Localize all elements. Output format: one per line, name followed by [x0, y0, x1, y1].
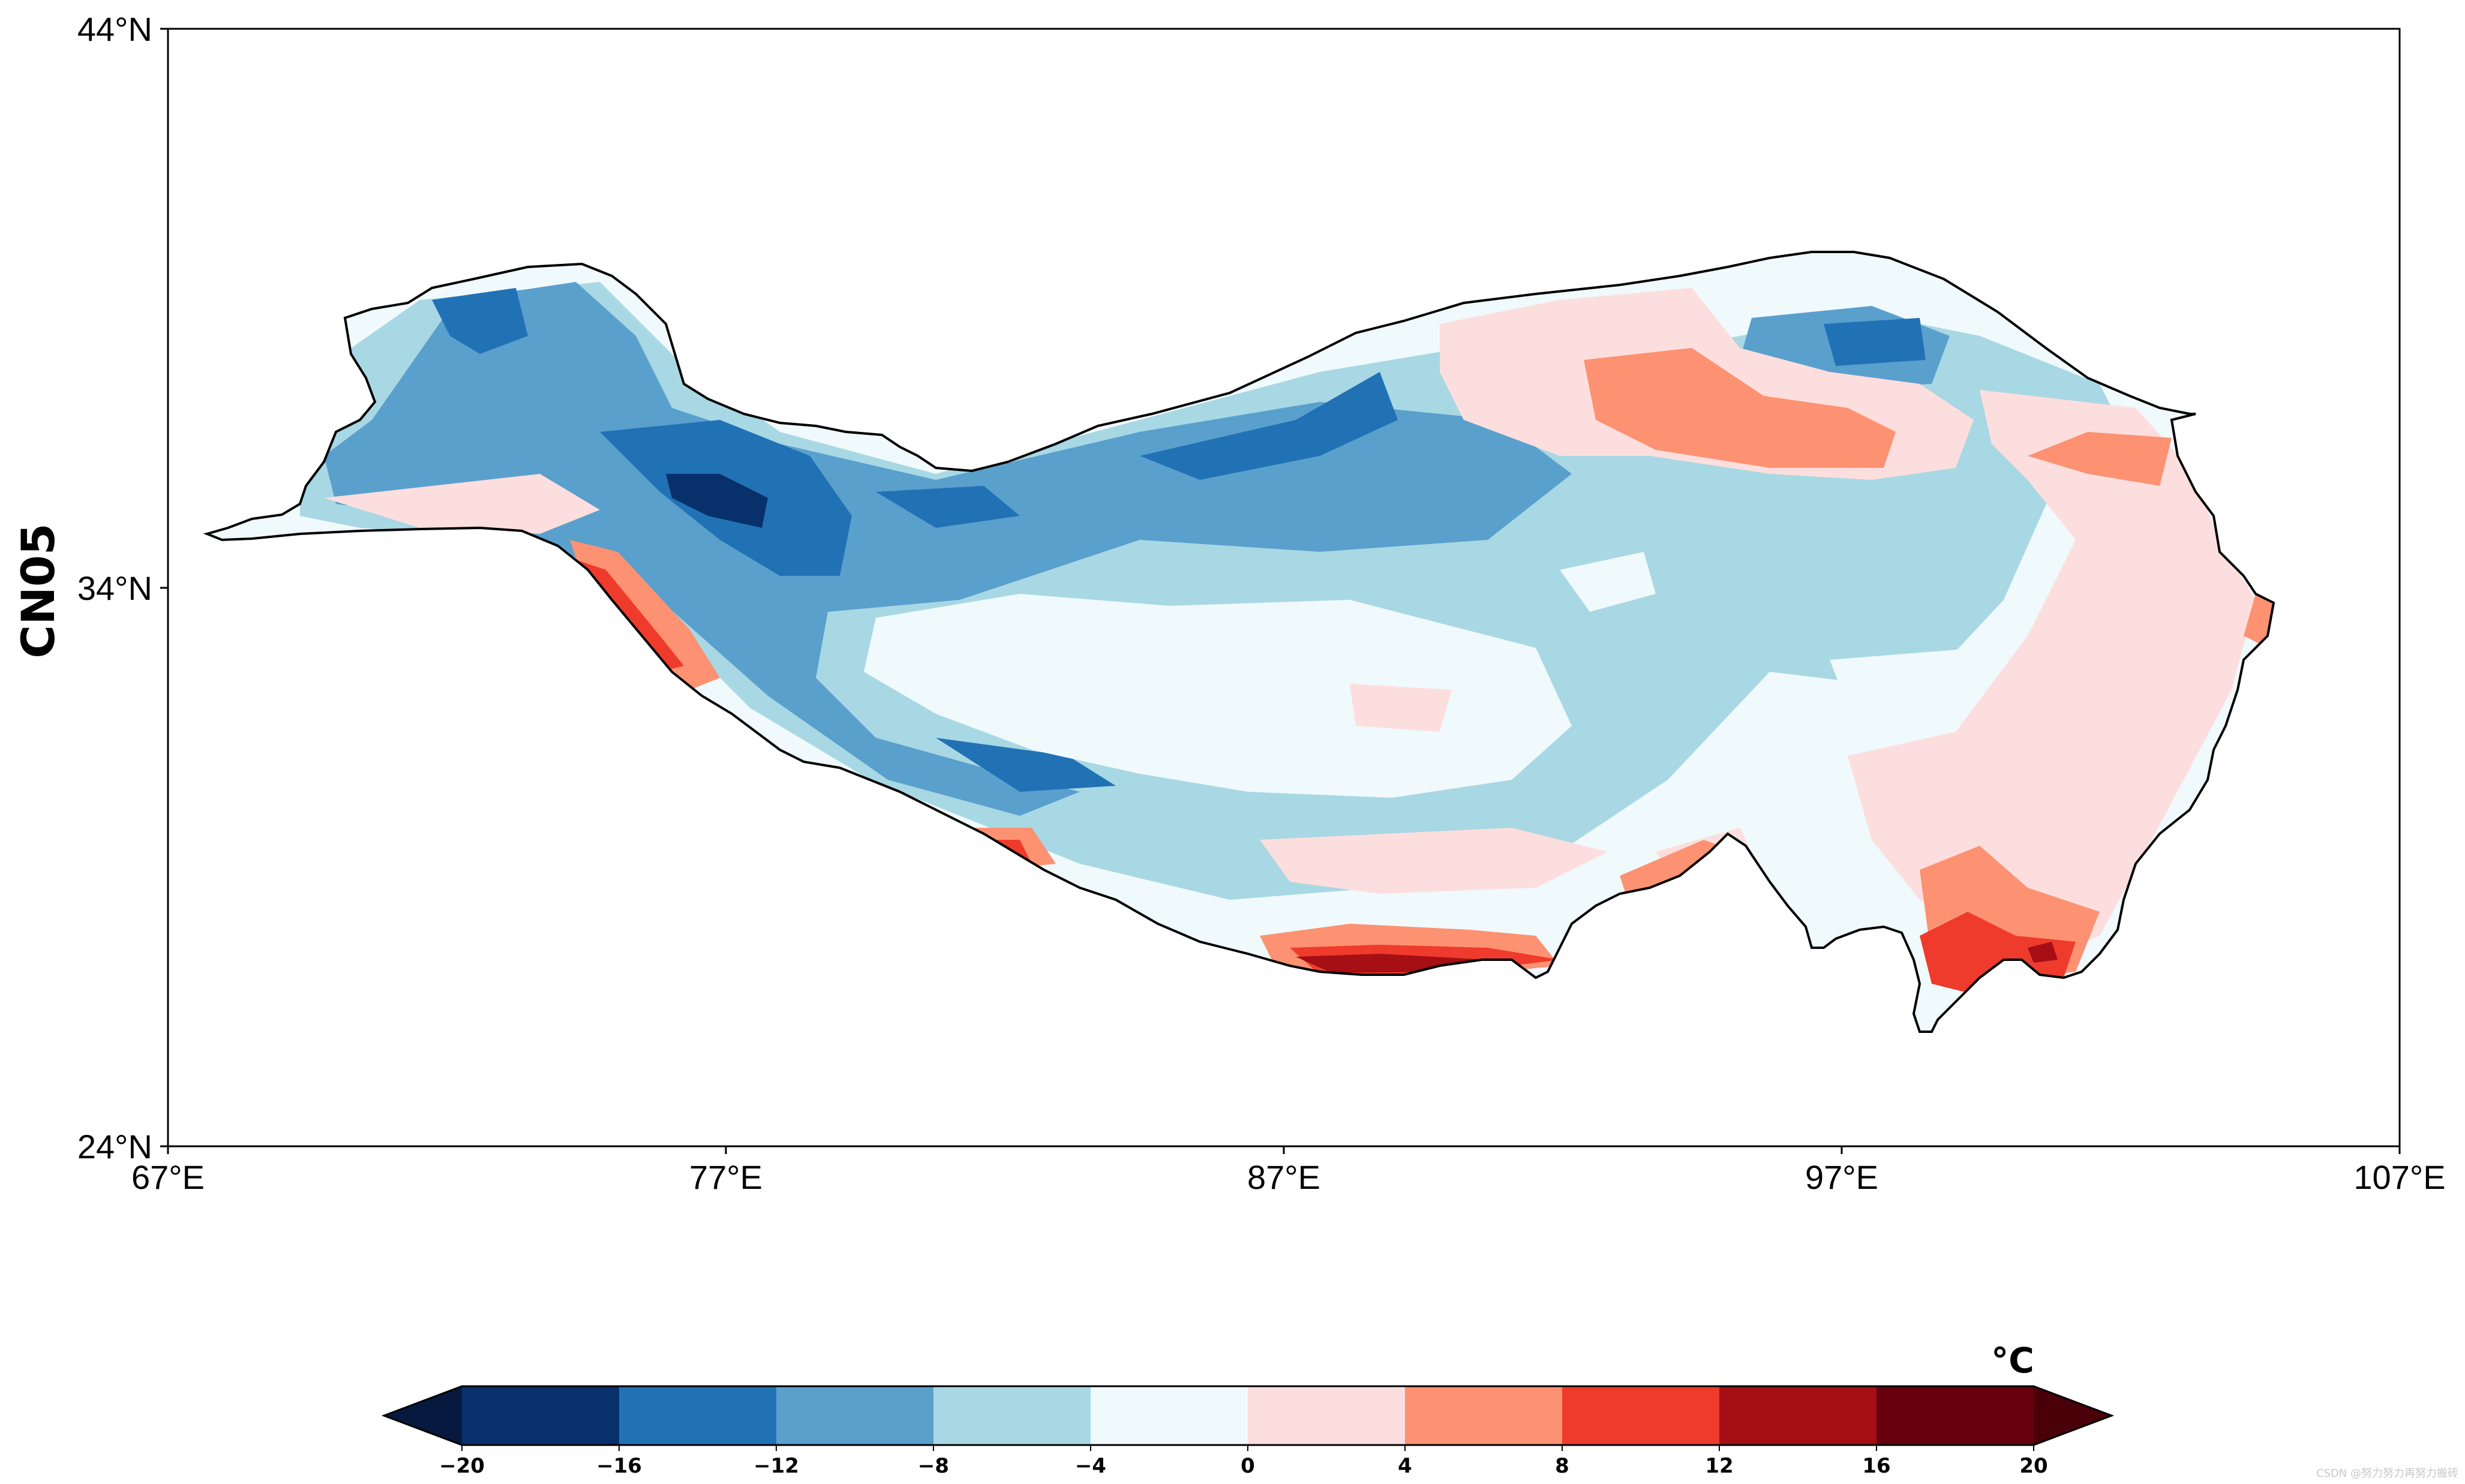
colorbar-segment — [1719, 1386, 1877, 1445]
colorbar-segment — [776, 1386, 934, 1445]
colorbar-tick-label: −8 — [918, 1454, 949, 1478]
colorbar-segment — [1876, 1386, 2034, 1445]
colorbar-over-triangle — [2034, 1386, 2112, 1445]
colorbar-unit-label: °C — [1991, 1340, 2034, 1381]
y-tick-label: 24°N — [77, 1128, 152, 1165]
colorbar-tick-label: 4 — [1398, 1454, 1412, 1478]
colorbar-under-triangle — [384, 1386, 462, 1445]
colorbar-tick-label: 0 — [1241, 1454, 1255, 1478]
colorbar-segment — [1248, 1386, 1406, 1445]
colorbar-tick-label: 20 — [2019, 1454, 2047, 1478]
x-tick-label: 67°E — [131, 1158, 205, 1196]
colorbar-tick-label: 16 — [1862, 1454, 1890, 1478]
y-tick-label: 34°N — [77, 569, 152, 607]
x-tick-label: 87°E — [1247, 1158, 1320, 1196]
x-tick-label: 77°E — [689, 1158, 762, 1196]
y-axis-label: CN05 — [11, 523, 65, 658]
colorbar-tick-label: −16 — [596, 1454, 642, 1478]
x-tick-label: 107°E — [2353, 1158, 2445, 1196]
colorbar-segment — [462, 1386, 620, 1445]
colorbar-segment — [1562, 1386, 1720, 1445]
colorbar-tick-label: −20 — [439, 1454, 485, 1478]
colorbar-tick-label: 8 — [1555, 1454, 1569, 1478]
colorbar: −20 −16 −12 −8 −4 0 4 8 12 16 20 °C — [381, 1340, 2115, 1478]
colorbar-tick-label: 12 — [1705, 1454, 1733, 1478]
x-tick-marks — [167, 1146, 2401, 1154]
x-tick-label: 97°E — [1805, 1158, 1878, 1196]
colorbar-tick-label: −4 — [1075, 1454, 1106, 1478]
y-tick-label: 44°N — [77, 10, 152, 48]
colorbar-segment — [1405, 1386, 1563, 1445]
colorbar-ticks: −20 −16 −12 −8 −4 0 4 8 12 16 20 — [439, 1445, 2048, 1478]
watermark: CSDN @努力努力再努力搬砖 — [2316, 1467, 2458, 1480]
colorbar-segment — [933, 1386, 1091, 1445]
colorbar-segment — [619, 1386, 777, 1445]
y-tick-marks — [160, 28, 168, 1147]
colorbar-tick-label: −12 — [753, 1454, 799, 1478]
colorbar-segments — [462, 1386, 2034, 1445]
colorbar-segment — [1091, 1386, 1248, 1445]
